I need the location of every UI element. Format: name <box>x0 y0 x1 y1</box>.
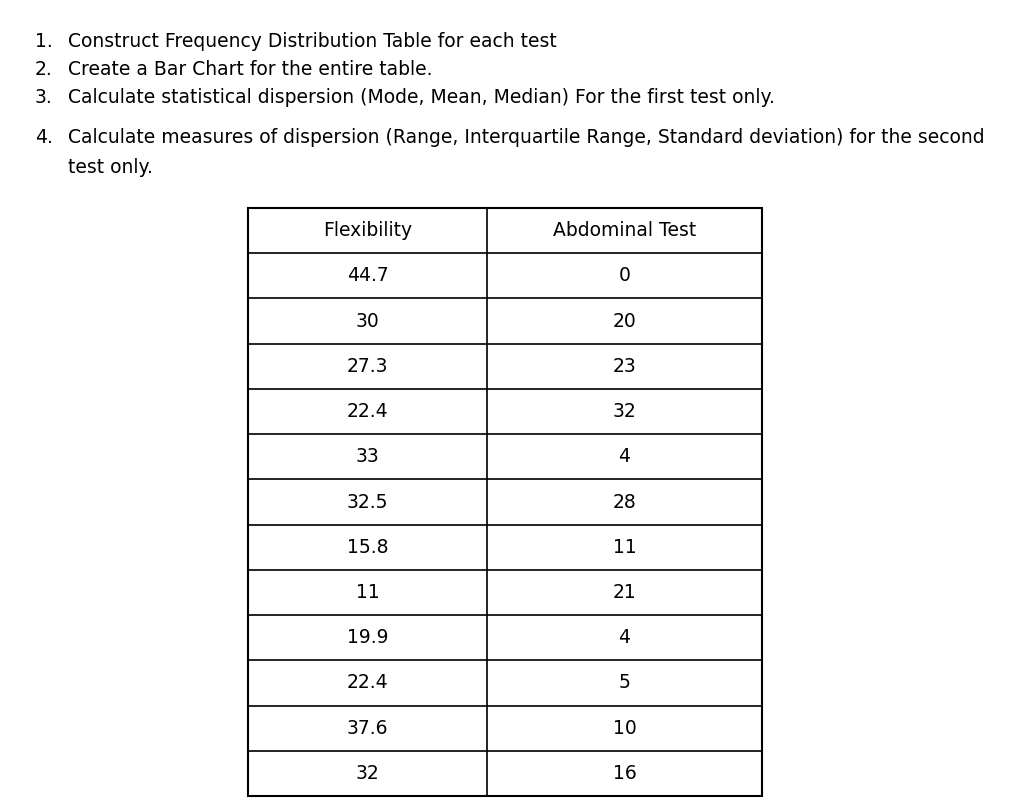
Text: Abdominal Test: Abdominal Test <box>553 221 696 240</box>
Text: 10: 10 <box>613 719 637 737</box>
Text: 16: 16 <box>613 764 637 783</box>
Text: 22.4: 22.4 <box>347 402 388 421</box>
Text: 32: 32 <box>613 402 637 421</box>
Text: 30: 30 <box>355 312 379 330</box>
Bar <box>248 208 762 796</box>
Text: test only.: test only. <box>68 158 152 177</box>
Text: 21: 21 <box>613 583 637 602</box>
Text: 32.5: 32.5 <box>347 492 388 512</box>
Text: 28: 28 <box>613 492 637 512</box>
Text: 33: 33 <box>355 447 379 466</box>
Text: 37.6: 37.6 <box>347 719 388 737</box>
Text: 20: 20 <box>613 312 637 330</box>
Text: Calculate statistical dispersion (Mode, Mean, Median) For the first test only.: Calculate statistical dispersion (Mode, … <box>68 88 775 107</box>
Text: 0: 0 <box>619 266 630 285</box>
Text: Create a Bar Chart for the entire table.: Create a Bar Chart for the entire table. <box>68 60 433 79</box>
Text: 19.9: 19.9 <box>347 628 388 647</box>
Text: 4: 4 <box>618 628 630 647</box>
Text: 2.: 2. <box>35 60 53 79</box>
Text: 1.: 1. <box>35 32 53 51</box>
Text: 23: 23 <box>613 357 637 376</box>
Text: 4.: 4. <box>35 128 53 147</box>
Text: 3.: 3. <box>35 88 53 107</box>
Text: Flexibility: Flexibility <box>323 221 412 240</box>
Text: Construct Frequency Distribution Table for each test: Construct Frequency Distribution Table f… <box>68 32 557 51</box>
Text: 4: 4 <box>618 447 630 466</box>
Text: 15.8: 15.8 <box>347 538 388 557</box>
Text: 5: 5 <box>619 674 630 692</box>
Text: 32: 32 <box>355 764 379 783</box>
Text: 22.4: 22.4 <box>347 674 388 692</box>
Text: 11: 11 <box>613 538 637 557</box>
Text: 27.3: 27.3 <box>347 357 388 376</box>
Text: 11: 11 <box>355 583 379 602</box>
Text: 44.7: 44.7 <box>347 266 388 285</box>
Text: Calculate measures of dispersion (Range, Interquartile Range, Standard deviation: Calculate measures of dispersion (Range,… <box>68 128 985 147</box>
